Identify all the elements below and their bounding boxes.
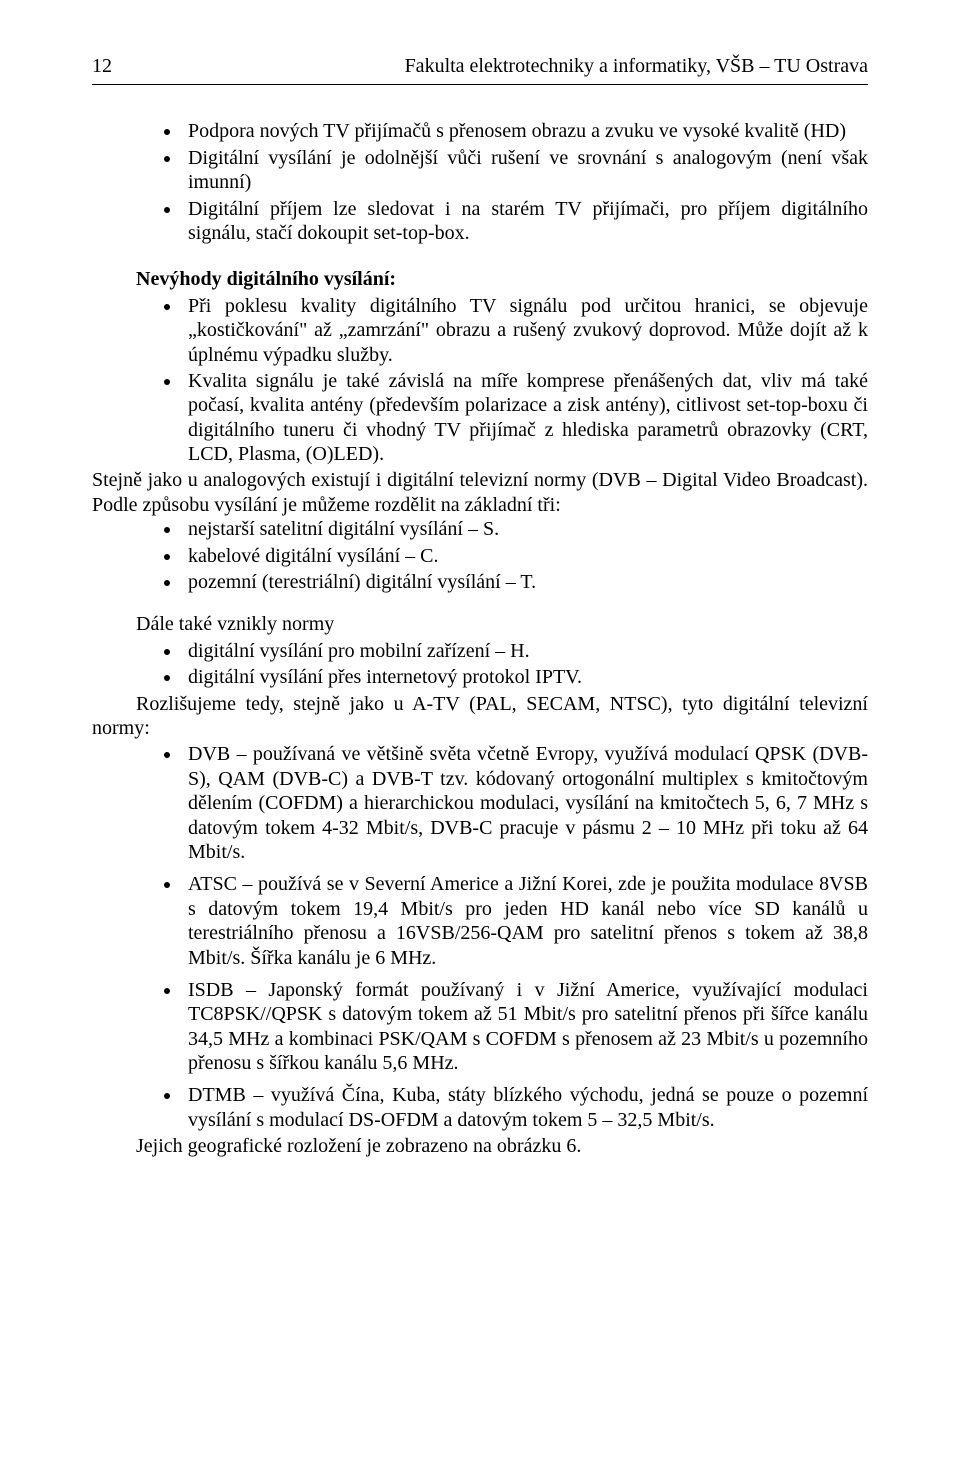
norms-intro: Rozlišujeme tedy, stejně jako u A-TV (PA… [92, 692, 868, 741]
list-item: Podpora nových TV přijímačů s přenosem o… [182, 119, 868, 143]
paragraph: Stejně jako u analogových existují i dig… [92, 468, 868, 517]
list-item: Při poklesu kvality digitálního TV signá… [182, 294, 868, 367]
final-line: Jejich geografické rozložení je zobrazen… [136, 1134, 868, 1158]
header-title: Fakulta elektrotechniky a informatiky, V… [405, 54, 868, 78]
list-item: DVB – používaná ve většině světa včetně … [182, 742, 868, 864]
norms-list: DVB – používaná ve většině světa včetně … [92, 742, 868, 1132]
disadvantages-list: Při poklesu kvality digitálního TV signá… [92, 294, 868, 467]
also-list: digitální vysílání pro mobilní zařízení … [92, 639, 868, 690]
list-item: ATSC – používá se v Severní Americe a Ji… [182, 872, 868, 970]
list-item: digitální vysílání pro mobilní zařízení … [182, 639, 868, 663]
list-item: DTMB – využívá Čína, Kuba, státy blízkéh… [182, 1083, 868, 1132]
list-item: Kvalita signálu je také závislá na míře … [182, 369, 868, 467]
list-item: pozemní (terestriální) digitální vysílán… [182, 570, 868, 594]
header-rule [92, 84, 868, 85]
list-item: ISDB – Japonský formát používaný i v Již… [182, 978, 868, 1076]
advantages-list: Podpora nových TV přijímačů s přenosem o… [92, 119, 868, 245]
list-item: digitální vysílání přes internetový prot… [182, 665, 868, 689]
running-header: 12 Fakulta elektrotechniky a informatiky… [92, 54, 868, 84]
list-item: Digitální příjem lze sledovat i na staré… [182, 197, 868, 246]
list-item: Digitální vysílání je odolnější vůči ruš… [182, 146, 868, 195]
basic-three-list: nejstarší satelitní digitální vysílání –… [92, 517, 868, 594]
also-heading: Dále také vznikly normy [136, 612, 868, 636]
page-number: 12 [92, 54, 112, 78]
list-item: kabelové digitální vysílání – C. [182, 544, 868, 568]
disadvantages-heading: Nevýhody digitálního vysílání: [136, 267, 868, 291]
page: 12 Fakulta elektrotechniky a informatiky… [0, 0, 960, 1458]
list-item: nejstarší satelitní digitální vysílání –… [182, 517, 868, 541]
